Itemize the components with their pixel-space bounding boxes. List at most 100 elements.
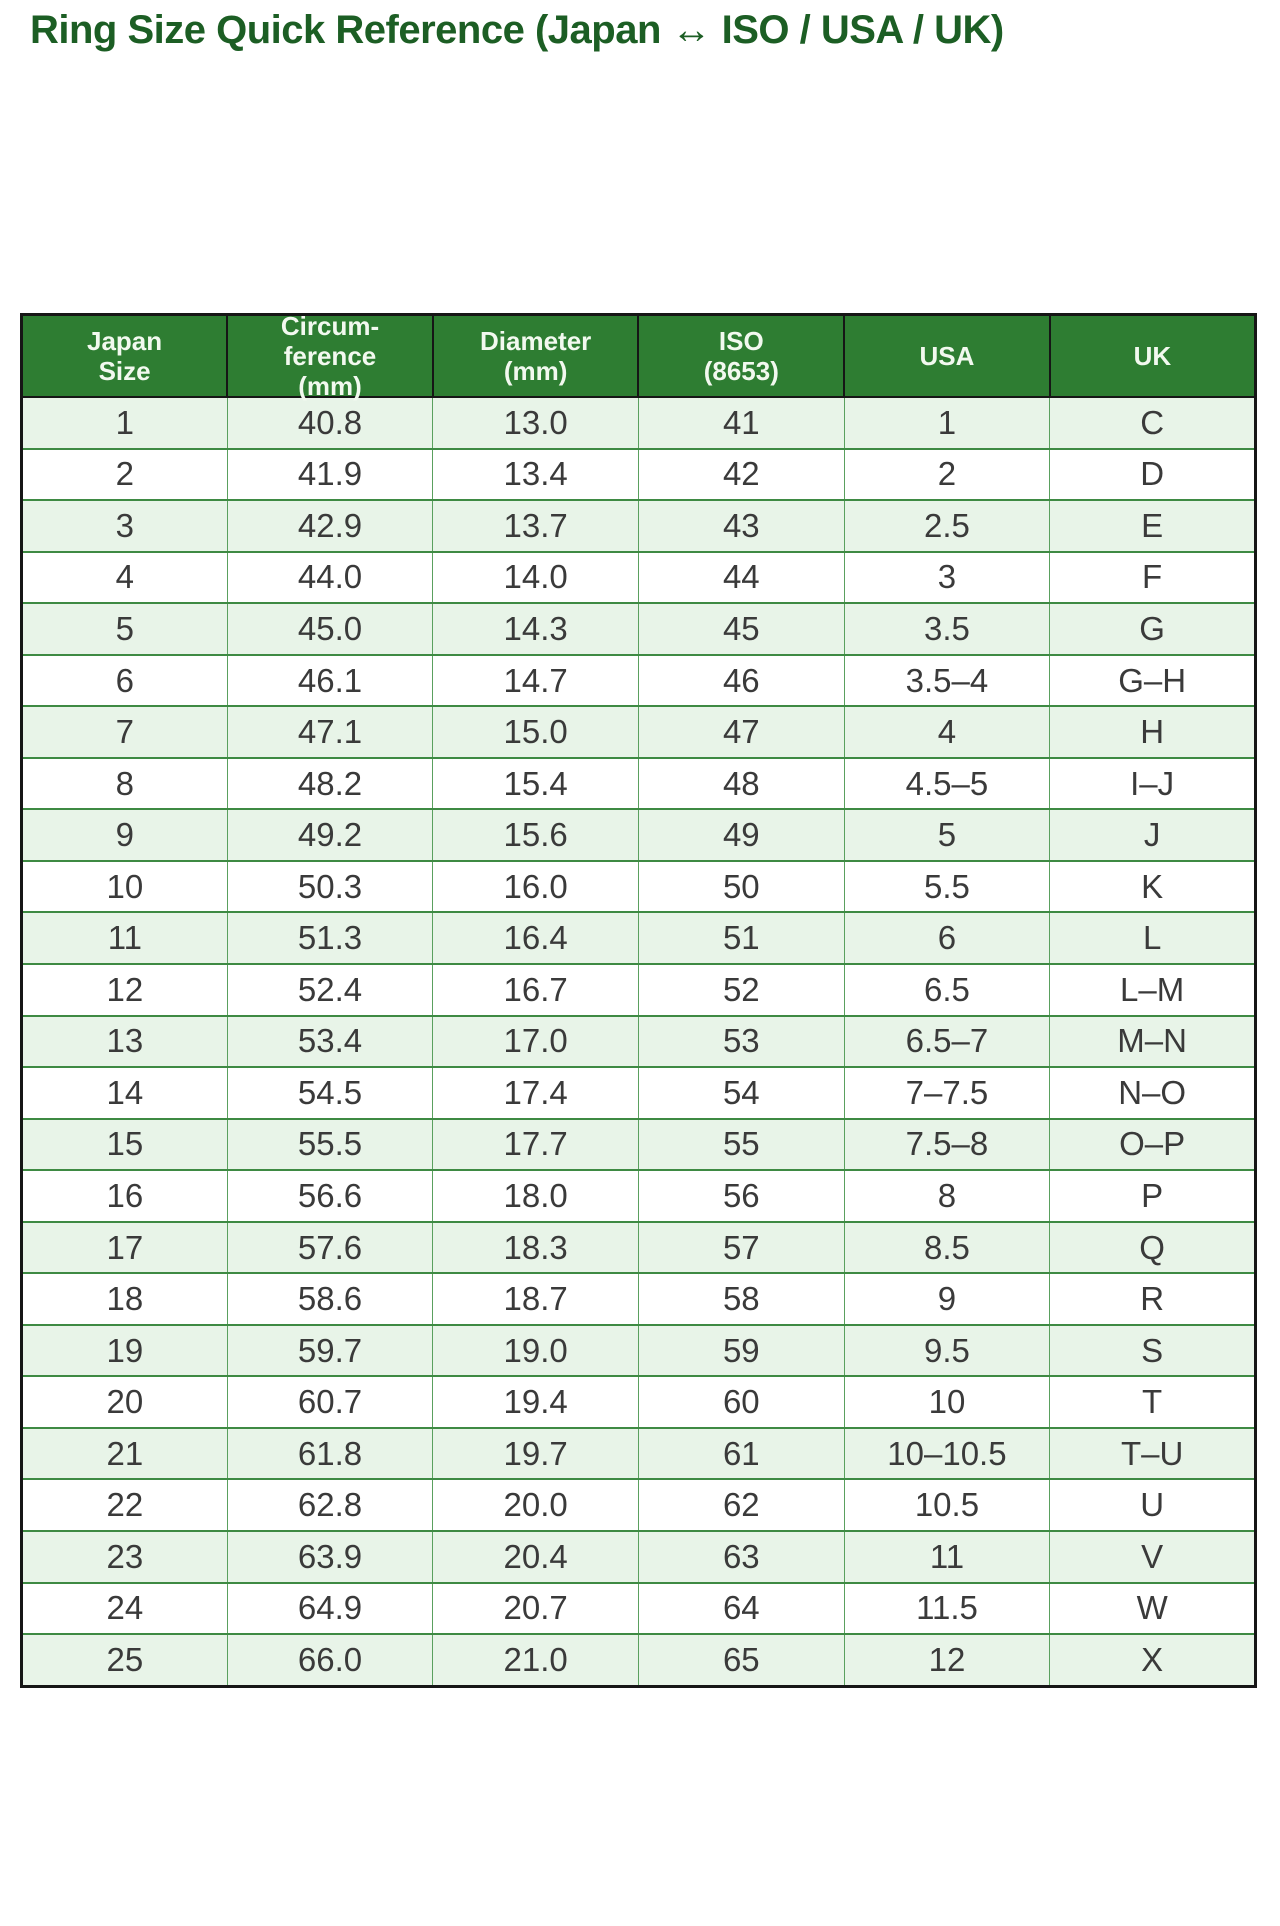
column-header-label: Diameter (mm) (480, 326, 592, 386)
table-cell-usa: 1 (843, 396, 1051, 450)
table-cell-iso-8653: 60 (637, 1375, 845, 1429)
column-header-circumference-mm: Circum- ference (mm) (226, 311, 434, 401)
table-cell-diameter-mm: 14.7 (432, 653, 639, 708)
table-row: 24 64.9 20.7 64 11.5 W (21, 1581, 1256, 1636)
table-cell-circumference-mm: 58.6 (226, 1272, 434, 1326)
table-cell-japan-size: 20 (21, 1375, 228, 1429)
column-header-iso-8653: ISO (8653) (637, 313, 846, 398)
table-row: 18 58.6 18.7 58 9 R (21, 1272, 1256, 1326)
table-row: 22 62.8 20.0 62 10.5 U (21, 1478, 1256, 1533)
table-cell-uk: T (1049, 1375, 1256, 1429)
table-cell-japan-size: 23 (21, 1530, 228, 1584)
table-cell-iso-8653: 57 (637, 1220, 845, 1275)
page-title: Ring Size Quick Reference (Japan ↔ ISO /… (30, 8, 1004, 52)
table-cell-diameter-mm: 20.4 (432, 1530, 639, 1584)
column-header-diameter-mm: Diameter (mm) (431, 313, 640, 398)
table-cell-circumference-mm: 47.1 (226, 705, 434, 759)
table-cell-circumference-mm: 63.9 (226, 1530, 434, 1584)
table-cell-japan-size: 5 (21, 602, 228, 656)
table-cell-iso-8653: 61 (637, 1426, 845, 1481)
table-cell-diameter-mm: 17.0 (432, 1014, 639, 1069)
column-header-label: UK (1133, 341, 1172, 371)
column-header-label: Japan Size (87, 326, 163, 386)
table-cell-circumference-mm: 50.3 (226, 859, 434, 914)
table-cell-usa: 3 (843, 550, 1051, 605)
table-cell-diameter-mm: 15.6 (432, 808, 639, 862)
table-cell-uk: T–U (1049, 1426, 1256, 1481)
table-cell-usa: 9.5 (843, 1323, 1051, 1378)
table-cell-uk: S (1049, 1323, 1256, 1378)
table-cell-japan-size: 1 (21, 396, 228, 450)
table-row: 8 48.2 15.4 48 4.5–5 I–J (21, 756, 1256, 811)
table-cell-japan-size: 16 (21, 1169, 228, 1223)
table-cell-japan-size: 13 (21, 1014, 228, 1069)
table-cell-circumference-mm: 48.2 (226, 756, 434, 811)
table-cell-iso-8653: 54 (637, 1066, 845, 1120)
table-cell-usa: 5 (843, 808, 1051, 862)
column-header-label: Circum- ference (mm) (280, 311, 380, 401)
table-cell-uk: J (1049, 808, 1256, 862)
table-cell-japan-size: 25 (21, 1633, 228, 1688)
column-header-label: USA (919, 341, 975, 371)
table-cell-uk: I–J (1049, 756, 1256, 811)
table-cell-circumference-mm: 40.8 (226, 396, 434, 450)
ring-size-table: Japan Size Circum- ference (mm) Diameter (… (20, 311, 1257, 1688)
table-row: 2 41.9 13.4 42 2 D (21, 447, 1256, 502)
table-row: 1 40.8 13.0 41 1 C (21, 396, 1256, 450)
table-cell-diameter-mm: 16.0 (432, 859, 639, 914)
table-cell-usa: 10 (843, 1375, 1051, 1429)
table-cell-circumference-mm: 56.6 (226, 1169, 434, 1223)
table-cell-iso-8653: 64 (637, 1581, 845, 1636)
table-cell-diameter-mm: 15.4 (432, 756, 639, 811)
table-cell-usa: 6.5–7 (843, 1014, 1051, 1069)
table-cell-usa: 7–7.5 (843, 1066, 1051, 1120)
table-cell-usa: 8 (843, 1169, 1051, 1223)
table-cell-japan-size: 8 (21, 756, 228, 811)
table-cell-diameter-mm: 14.3 (432, 602, 639, 656)
table-cell-japan-size: 17 (21, 1220, 228, 1275)
table-cell-iso-8653: 42 (637, 447, 845, 502)
table-row: 15 55.5 17.7 55 7.5–8 O–P (21, 1117, 1256, 1172)
table-body: 1 40.8 13.0 41 1 C 2 41.9 13.4 42 2 D 3 42.9 13.7 43 2.5… (21, 396, 1256, 1688)
table-cell-iso-8653: 65 (637, 1633, 845, 1688)
table-cell-diameter-mm: 18.3 (432, 1220, 639, 1275)
table-row: 23 63.9 20.4 63 11 V (21, 1530, 1256, 1584)
table-cell-diameter-mm: 13.0 (432, 396, 639, 450)
table-row: 12 52.4 16.7 52 6.5 L–M (21, 963, 1256, 1017)
table-cell-diameter-mm: 18.0 (432, 1169, 639, 1223)
table-cell-diameter-mm: 17.7 (432, 1117, 639, 1172)
table-row: 5 45.0 14.3 45 3.5 G (21, 602, 1256, 656)
table-cell-diameter-mm: 17.4 (432, 1066, 639, 1120)
table-cell-circumference-mm: 51.3 (226, 911, 434, 966)
table-cell-circumference-mm: 45.0 (226, 602, 434, 656)
table-cell-circumference-mm: 54.5 (226, 1066, 434, 1120)
table-cell-usa: 12 (843, 1633, 1051, 1688)
table-cell-iso-8653: 59 (637, 1323, 845, 1378)
table-cell-uk: H (1049, 705, 1256, 759)
table-cell-japan-size: 10 (21, 859, 228, 914)
table-cell-japan-size: 9 (21, 808, 228, 862)
table-row: 17 57.6 18.3 57 8.5 Q (21, 1220, 1256, 1275)
table-cell-circumference-mm: 44.0 (226, 550, 434, 605)
table-row: 13 53.4 17.0 53 6.5–7 M–N (21, 1014, 1256, 1069)
table-cell-japan-size: 7 (21, 705, 228, 759)
table-cell-uk: E (1049, 499, 1256, 553)
table-cell-japan-size: 24 (21, 1581, 228, 1636)
table-cell-uk: R (1049, 1272, 1256, 1326)
column-header-label: ISO (8653) (703, 326, 779, 386)
table-cell-iso-8653: 49 (637, 808, 845, 862)
table-cell-circumference-mm: 61.8 (226, 1426, 434, 1481)
table-cell-iso-8653: 41 (637, 396, 845, 450)
table-cell-circumference-mm: 60.7 (226, 1375, 434, 1429)
table-cell-japan-size: 15 (21, 1117, 228, 1172)
table-row: 19 59.7 19.0 59 9.5 S (21, 1323, 1256, 1378)
table-cell-usa: 10.5 (843, 1478, 1051, 1533)
table-cell-japan-size: 12 (21, 963, 228, 1017)
table-row: 16 56.6 18.0 56 8 P (21, 1169, 1256, 1223)
table-cell-uk: V (1049, 1530, 1256, 1584)
table-cell-circumference-mm: 57.6 (226, 1220, 434, 1275)
table-cell-japan-size: 4 (21, 550, 228, 605)
table-cell-japan-size: 2 (21, 447, 228, 502)
table-cell-diameter-mm: 19.7 (432, 1426, 639, 1481)
column-header-uk: UK (1048, 313, 1257, 398)
